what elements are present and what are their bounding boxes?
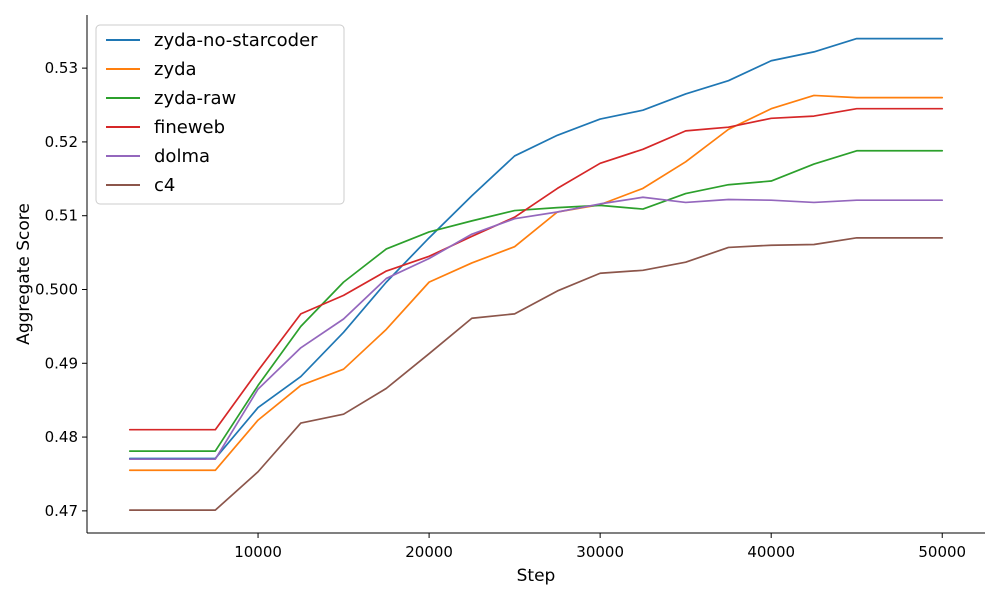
legend-label-c4: c4 bbox=[154, 175, 175, 196]
legend: zyda-no-starcoder zyda zyda-raw fineweb dolm… bbox=[95, 24, 345, 205]
legend-label-zyda-no-starcoder: zyda-no-starcoder bbox=[154, 30, 318, 51]
y-tick-label: 0.51 bbox=[45, 207, 78, 225]
y-tick-label: 0.53 bbox=[45, 59, 78, 77]
y-tick-label: 0.47 bbox=[45, 502, 78, 520]
series-line-fineweb bbox=[128, 107, 944, 431]
series-line-zyda-raw bbox=[128, 149, 944, 452]
y-tick-label: 0.500 bbox=[35, 280, 78, 298]
series-line-zyda-no-starcoder bbox=[128, 37, 944, 460]
y-tick-label: 0.48 bbox=[45, 428, 78, 446]
x-tick-label: 30000 bbox=[576, 543, 624, 561]
legend-label-dolma: dolma bbox=[154, 146, 210, 167]
legend-label-zyda: zyda bbox=[154, 59, 197, 80]
series-line-c4 bbox=[128, 236, 944, 511]
y-tick-label: 0.52 bbox=[45, 133, 78, 151]
axes bbox=[86, 15, 985, 534]
x-tick-label: 50000 bbox=[918, 543, 966, 561]
x-tick-label: 20000 bbox=[405, 543, 453, 561]
x-axis-label: Step bbox=[517, 566, 556, 586]
series-line-dolma bbox=[128, 196, 944, 461]
legend-label-zyda-raw: zyda-raw bbox=[154, 88, 236, 109]
y-tick-label: 0.49 bbox=[45, 354, 78, 372]
series-line-zyda bbox=[128, 94, 944, 472]
y-axis-label: Aggregate Score bbox=[14, 203, 34, 345]
y-ticks: 0.47 0.48 0.49 0.500 0.51 0.52 0.53 bbox=[35, 59, 87, 520]
x-ticks: 10000 20000 30000 40000 50000 bbox=[234, 533, 966, 561]
series-lines bbox=[128, 37, 944, 511]
x-tick-label: 40000 bbox=[747, 543, 795, 561]
legend-frame bbox=[95, 24, 345, 205]
legend-label-fineweb: fineweb bbox=[154, 117, 225, 138]
x-tick-label: 10000 bbox=[234, 543, 282, 561]
